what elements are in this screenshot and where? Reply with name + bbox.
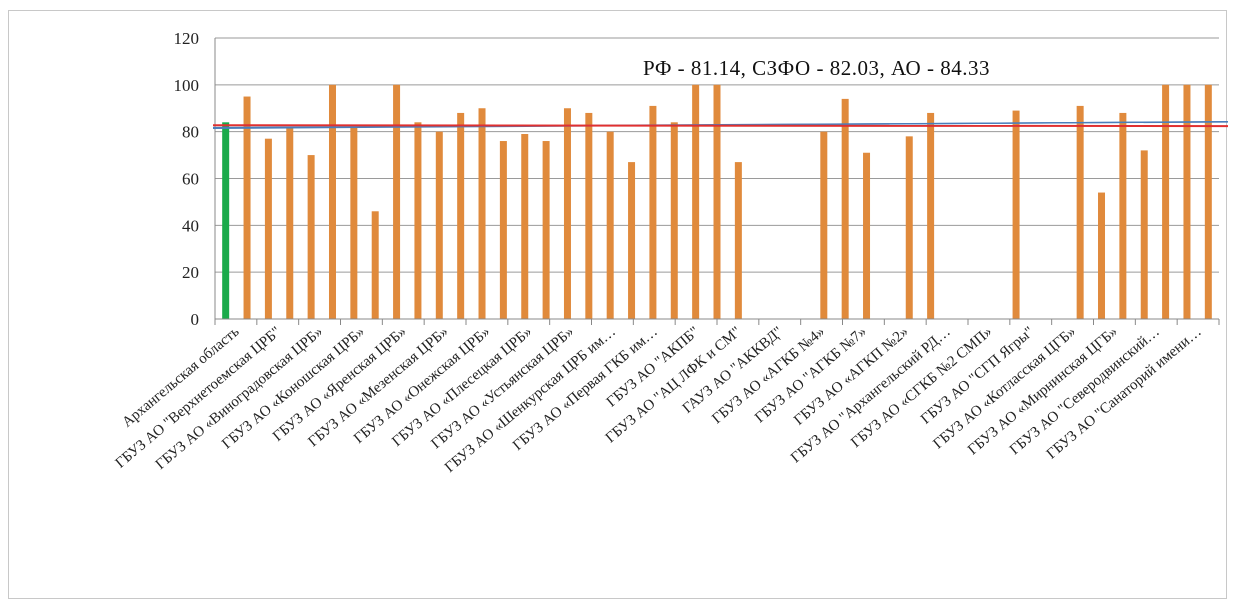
- bar: [542, 141, 550, 319]
- x-tick-label: ГБУЗ АО "Верхнетоемская ЦРБ": [113, 324, 285, 472]
- bar-highlight: [222, 122, 230, 319]
- bar: [628, 162, 636, 319]
- y-tick-label: 120: [174, 29, 200, 48]
- bar: [649, 105, 657, 320]
- bar: [563, 108, 571, 319]
- bar: [734, 162, 742, 319]
- bar: [1119, 112, 1127, 319]
- reference-lines: [212, 120, 1228, 130]
- bar: [478, 108, 486, 319]
- bar: [1140, 150, 1148, 319]
- bar: [820, 131, 828, 319]
- bar: [1204, 84, 1212, 319]
- y-tick-label: 20: [182, 263, 199, 282]
- bar: [307, 155, 315, 319]
- bar: [670, 122, 678, 319]
- bar: [393, 84, 401, 319]
- bar: [1076, 105, 1084, 320]
- y-tick-label: 80: [182, 123, 199, 142]
- bar: [713, 84, 721, 319]
- bar: [606, 131, 614, 319]
- y-tick-label: 60: [182, 170, 199, 189]
- bar: [521, 134, 529, 319]
- chart-annotation: РФ - 81.14, СЗФО - 82.03, АО - 84.33: [643, 56, 990, 80]
- bar: [350, 126, 358, 319]
- bar: [585, 112, 593, 319]
- bar: [863, 152, 871, 319]
- bar: [1098, 192, 1106, 319]
- y-tick-label: 100: [174, 76, 200, 95]
- bar: [457, 112, 465, 319]
- bar: [1162, 84, 1170, 319]
- bar: [927, 112, 935, 319]
- bar: [1012, 110, 1020, 319]
- bar: [435, 131, 443, 319]
- bar: [371, 211, 379, 319]
- bar: [905, 136, 913, 319]
- bar: [264, 138, 272, 319]
- y-tick-label: 40: [182, 216, 199, 235]
- reference-line-ao: [212, 124, 1228, 128]
- bar: [414, 122, 422, 319]
- bar: [692, 84, 700, 319]
- bar: [1183, 84, 1191, 319]
- bars: [222, 84, 1212, 320]
- bar: [499, 141, 507, 319]
- bar: [328, 84, 336, 319]
- bar-chart: 0 20 40 60 80 100 120 Архангельская областьГБУ…: [113, 29, 1228, 476]
- bar: [243, 96, 251, 320]
- bar: [841, 98, 849, 319]
- bar: [286, 126, 294, 319]
- y-tick-label: 0: [191, 310, 200, 329]
- y-axis: 0 20 40 60 80 100 120: [174, 29, 216, 329]
- x-tick-label: ГБУЗ АО «Виноградовская ЦРБ»: [153, 324, 326, 473]
- chart-frame: 0 20 40 60 80 100 120 Архангельская область ГБУ…: [8, 10, 1228, 599]
